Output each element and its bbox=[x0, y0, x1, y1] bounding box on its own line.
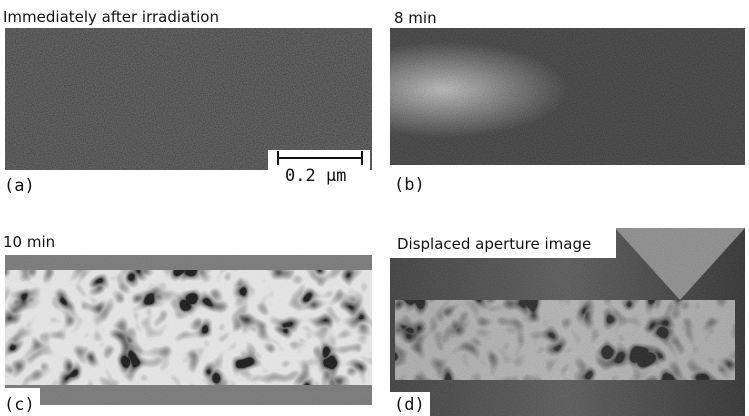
panel-label: (c) bbox=[4, 395, 35, 415]
panel-b: 8 min (b) bbox=[390, 6, 745, 195]
panel-d: Displaced aperture image (d) bbox=[390, 228, 745, 416]
panel-title: 10 min bbox=[3, 233, 55, 251]
panel-a: Immediately after irradiation (a) 0.2 μm bbox=[0, 4, 372, 196]
scale-bar-label: 0.2 μm bbox=[285, 166, 346, 186]
panel-label: (d) bbox=[394, 395, 425, 415]
micrograph-grain bbox=[390, 28, 745, 165]
panel-c: 10 min (c) bbox=[0, 233, 372, 416]
micrograph-grain bbox=[5, 255, 372, 405]
micrograph-grain bbox=[5, 28, 372, 170]
panel-title: 8 min bbox=[394, 9, 437, 27]
panel-title: Displaced aperture image bbox=[397, 235, 591, 253]
panel-title: Immediately after irradiation bbox=[3, 8, 219, 26]
panel-label: (b) bbox=[394, 175, 425, 195]
figure: Immediately after irradiation (a) 0.2 μm… bbox=[0, 0, 749, 416]
panel-label: (a) bbox=[4, 176, 35, 196]
